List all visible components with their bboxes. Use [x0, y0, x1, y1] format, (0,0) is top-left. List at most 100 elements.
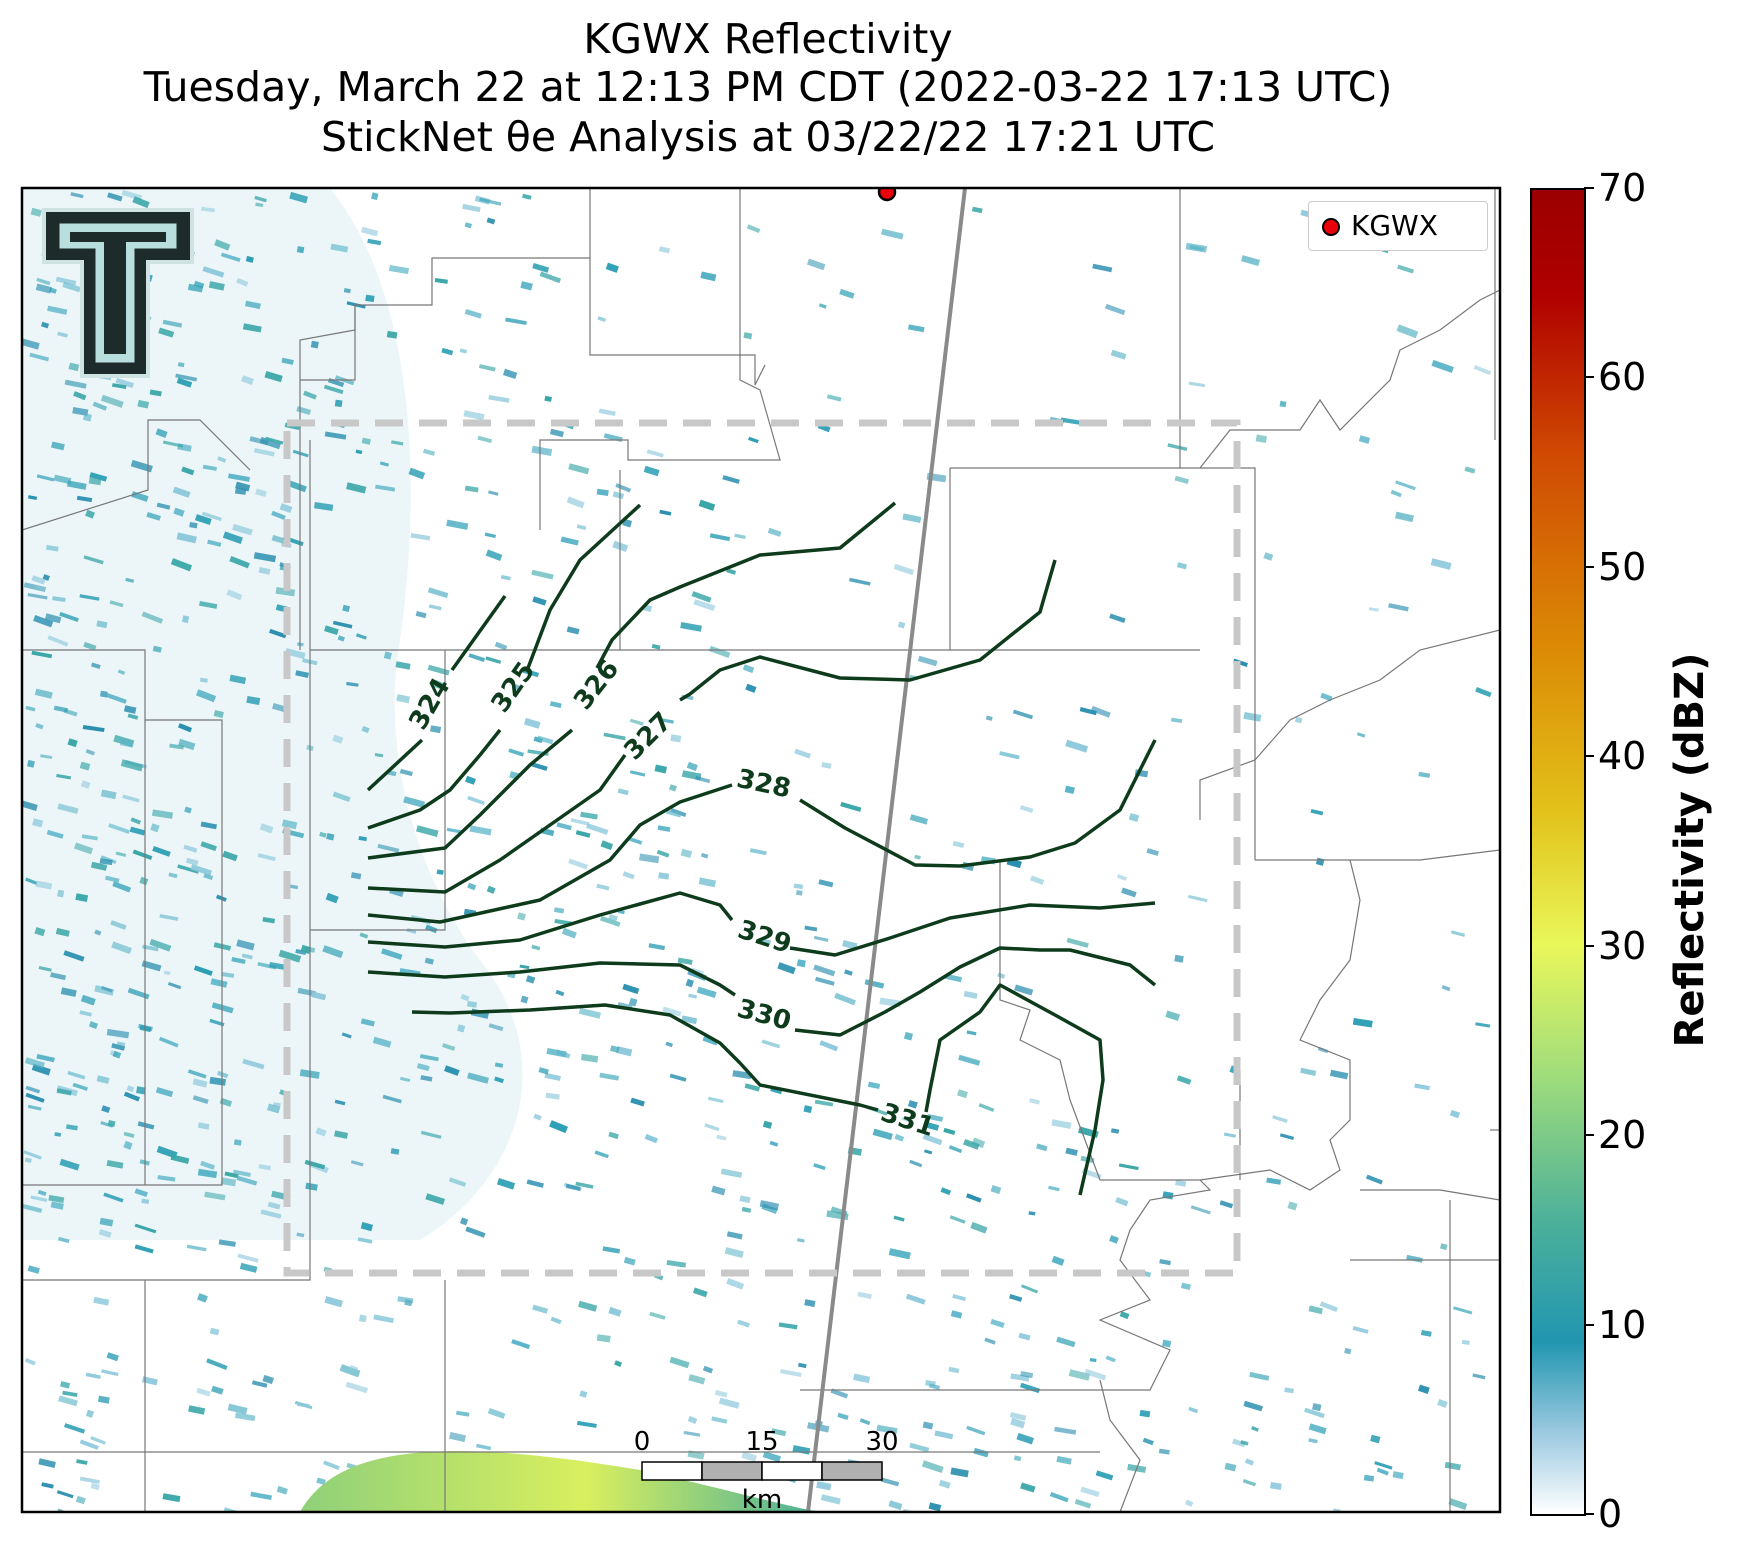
radar-echo-pixel: [194, 514, 212, 525]
radar-echo-pixel: [246, 696, 261, 705]
title-line-3: StickNet θe Analysis at 03/22/22 17:21 U…: [321, 113, 1215, 161]
radar-echo-pixel: [927, 1114, 944, 1122]
radar-echo-pixel: [213, 709, 224, 719]
radar-echo-pixel: [32, 818, 44, 828]
radar-echo-pixel: [531, 762, 548, 771]
radar-echo-pixel: [85, 1372, 101, 1380]
radar-echo-pixel: [1064, 785, 1075, 795]
radar-echo-pixel: [106, 1352, 119, 1362]
radar-echo-pixel: [819, 1040, 839, 1052]
radar-echo-pixel: [804, 1299, 816, 1308]
radar-echo-pixel: [1329, 1069, 1349, 1080]
radar-echo-pixel: [332, 734, 344, 744]
radar-echo-pixel: [1358, 435, 1371, 444]
radar-echo-pixel: [62, 1390, 78, 1397]
radar-echo-pixel: [132, 196, 150, 209]
radar-echo-pixel: [465, 775, 476, 785]
radar-echo-pixel: [433, 679, 445, 690]
radar-echo-pixel: [971, 206, 983, 214]
radar-echo-pixel: [549, 1120, 569, 1134]
radar-echo-pixel: [22, 800, 38, 811]
radar-echo-pixel: [1167, 443, 1188, 452]
radar-echo-pixel: [608, 1131, 619, 1140]
radar-echo-pixel: [416, 825, 439, 837]
radar-echo-pixel: [826, 394, 842, 402]
radar-echo-pixel: [837, 1412, 849, 1420]
radar-echo-pixel: [465, 1226, 486, 1238]
radar-echo-pixel: [1174, 954, 1184, 963]
radar-echo-pixel: [200, 841, 217, 852]
radar-echo-pixel: [669, 1356, 690, 1369]
radar-echo-pixel: [168, 872, 178, 879]
radar-echo-pixel: [666, 1260, 687, 1268]
radar-echo-pixel: [235, 481, 251, 492]
radar-echo-pixel: [72, 407, 89, 416]
radar-echo-pixel: [254, 195, 267, 203]
radar-echo-pixel: [79, 1476, 100, 1485]
radar-echo-pixel: [25, 1092, 45, 1103]
radar-echo-pixel: [1397, 264, 1415, 274]
analysis-domain-box: [283, 419, 1241, 1277]
radar-echo-pixel: [538, 1067, 549, 1075]
radar-echo-pixel: [279, 503, 293, 513]
radar-echo-pixel: [257, 853, 276, 862]
radar-echo-pixel: [1014, 984, 1034, 996]
radar-echo-pixel: [924, 1149, 933, 1155]
radar-echo-pixel: [844, 969, 853, 976]
radar-echo-pixel: [106, 1160, 124, 1169]
colorbar-tick-mark: [1584, 1134, 1594, 1137]
radar-echo-pixel: [297, 987, 316, 997]
contour-325: [367, 503, 642, 830]
radar-echo-pixel: [181, 615, 190, 624]
radar-echo-pixel: [218, 1239, 236, 1247]
radar-echo-pixel: [1115, 1197, 1129, 1207]
radar-echo-pixel: [337, 635, 345, 642]
radar-echo-pixel: [467, 795, 485, 806]
radar-echo-pixel: [152, 645, 162, 653]
radar-echo-pixel: [183, 844, 198, 853]
radar-echo-pixel: [566, 496, 585, 509]
radar-echo-pixel: [629, 718, 644, 726]
radar-echo-pixel: [1242, 1479, 1257, 1487]
radar-echo-pixel: [60, 1380, 71, 1389]
radar-echo-pixel: [1272, 1115, 1288, 1124]
radar-echo-pixel: [250, 1491, 272, 1500]
title-line-1: KGWX Reflectivity: [583, 15, 953, 63]
radar-echo-pixel: [96, 620, 108, 629]
radar-echo-pixel: [120, 759, 144, 772]
radar-echo-pixel: [546, 1048, 567, 1058]
radar-echo-pixel: [680, 848, 693, 859]
radar-echo-pixel: [464, 222, 473, 229]
radar-echo-pixel: [25, 877, 38, 885]
radar-echo-pixel: [149, 938, 172, 952]
radar-echo-pixel: [1051, 1255, 1065, 1266]
radar-echo-pixel: [1095, 1470, 1114, 1481]
radar-echo-pixel: [459, 1217, 469, 1226]
radar-echo-pixel: [484, 532, 497, 539]
radar-echo-pixel: [596, 883, 610, 891]
radar-echo-pixel: [101, 1105, 111, 1113]
radar-echo-pixel: [568, 858, 589, 870]
radar-echo-pixel: [894, 1134, 905, 1142]
radar-echo-pixel: [110, 920, 127, 930]
radar-echo-pixel: [428, 604, 442, 611]
radar-echo-pixel: [711, 1185, 726, 1196]
radar-echo-pixel: [659, 509, 672, 516]
radar-echo-pixel: [617, 1002, 633, 1009]
radar-echo-pixel: [464, 309, 482, 319]
radar-echo-pixel: [34, 688, 53, 699]
radar-echo-pixel: [665, 1041, 673, 1048]
radar-echo-pixel: [85, 509, 96, 519]
radar-echo-pixel: [966, 1030, 977, 1036]
radar-echo-pixel: [163, 970, 171, 976]
radar-echo-pixel: [907, 1100, 918, 1109]
radar-echo-pixel: [115, 377, 134, 388]
radar-echo-pixel: [761, 1039, 781, 1049]
radar-echo-pixel: [1180, 1282, 1191, 1290]
radar-echo-pixel: [1188, 381, 1206, 388]
radar-echo-pixel: [685, 978, 694, 988]
radar-echo-pixel: [37, 1189, 47, 1196]
radar-echo-pixel: [609, 1045, 620, 1053]
radar-echo-pixel: [813, 964, 836, 977]
radar-echo-pixel: [388, 265, 410, 275]
